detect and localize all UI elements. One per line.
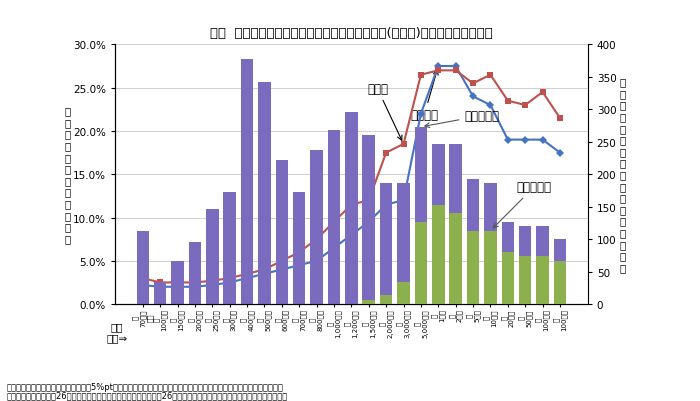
Bar: [189, 242, 201, 304]
Bar: [519, 257, 531, 304]
Bar: [519, 227, 531, 304]
Text: 改正後: 改正後: [367, 83, 402, 141]
Bar: [293, 192, 305, 304]
Bar: [502, 253, 514, 304]
Bar: [467, 179, 480, 304]
Text: （出所）国税庁「平成26年分民間給与実態統計調査」および「平成26年分申告所得税標本調査」等をもとに大和総研試算: （出所）国税庁「平成26年分民間給与実態統計調査」および「平成26年分申告所得税…: [7, 390, 288, 399]
Bar: [484, 183, 497, 304]
Bar: [258, 83, 271, 304]
Bar: [345, 113, 358, 304]
Text: 申告なし分: 申告なし分: [425, 110, 499, 128]
Text: （注）株式譲渡・配当の税率を国税で5%pt引上げと仮定。株式譲渡・配当について申告不要・特定口座分も推計加算。: （注）株式譲渡・配当の税率を国税で5%pt引上げと仮定。株式譲渡・配当について申…: [7, 382, 284, 391]
Bar: [223, 192, 236, 304]
Bar: [484, 231, 497, 304]
Bar: [241, 60, 253, 304]
Bar: [449, 145, 462, 304]
Y-axis label: 平
均
税
率
（
折
れ
線
グ
ラ
フ
）: 平 均 税 率 （ 折 れ 線 グ ラ フ ）: [64, 106, 70, 243]
Bar: [154, 283, 167, 304]
Bar: [414, 127, 427, 304]
Bar: [363, 300, 375, 304]
Bar: [432, 145, 444, 304]
Bar: [536, 257, 549, 304]
Bar: [136, 231, 149, 304]
Bar: [380, 296, 393, 304]
Bar: [206, 209, 218, 304]
Bar: [380, 183, 393, 304]
Bar: [467, 231, 480, 304]
Bar: [310, 151, 323, 304]
Bar: [172, 261, 184, 304]
Bar: [363, 136, 375, 304]
Bar: [536, 227, 549, 304]
Bar: [398, 283, 410, 304]
Bar: [554, 261, 566, 304]
Text: 所得
金額⇒: 所得 金額⇒: [106, 321, 127, 343]
Bar: [414, 222, 427, 304]
Text: 現行制度: 現行制度: [410, 71, 438, 122]
Bar: [398, 183, 410, 304]
Y-axis label: 改
正
に
よ
る
増
税
額
（
億
円
・
棒
グ
ラ
フ
）: 改 正 に よ る 増 税 額 （ 億 円 ・ 棒 グ ラ フ ）: [620, 77, 626, 272]
Bar: [276, 161, 288, 304]
Bar: [449, 214, 462, 304]
Bar: [502, 222, 514, 304]
Title: 図表  金融所得税率引き上げによる「平均税率」(所得税)と税収に与える影響: 図表 金融所得税率引き上げによる「平均税率」(所得税)と税収に与える影響: [210, 27, 493, 40]
Bar: [432, 205, 444, 304]
Bar: [328, 131, 340, 304]
Text: 申告あり分: 申告あり分: [494, 181, 552, 228]
Bar: [554, 239, 566, 304]
